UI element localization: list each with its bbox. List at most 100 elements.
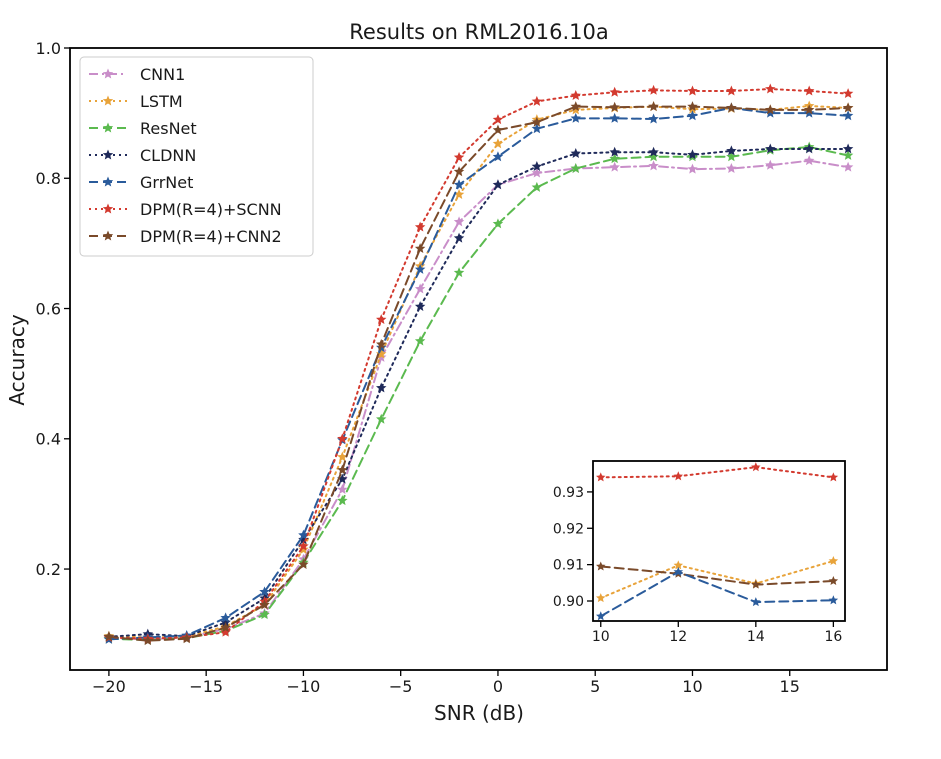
data-point: [687, 110, 698, 121]
data-point: [492, 179, 504, 190]
legend-swatch-marker: [102, 176, 114, 187]
data-point: [570, 148, 581, 158]
data-point: [842, 161, 854, 172]
data-point: [687, 163, 698, 174]
data-point: [220, 616, 231, 627]
x-tick-label: 15: [780, 677, 800, 696]
data-point: [648, 160, 659, 171]
legend-swatch-marker: [102, 149, 114, 160]
data-point: [531, 116, 543, 127]
x-tick-label: −10: [287, 677, 321, 696]
data-point: [453, 151, 465, 162]
data-point: [453, 189, 465, 199]
inset-x-tick-label: 14: [747, 629, 765, 645]
inset-data-point: [828, 595, 839, 605]
y-tick-label: 0.8: [36, 169, 61, 188]
data-point: [259, 609, 270, 620]
data-point: [414, 335, 426, 346]
data-point: [570, 104, 581, 115]
data-point: [531, 161, 543, 171]
legend-swatch-marker: [102, 95, 114, 106]
data-point: [414, 301, 426, 312]
inset-plot: 10 12 14 16 0.90 0.91 0.92 0.93: [553, 460, 846, 645]
legend-label: CLDNN: [140, 146, 196, 165]
data-point: [531, 95, 543, 106]
legend-entry: CNN1: [89, 65, 185, 84]
series-line: [107, 106, 850, 641]
data-point: [648, 113, 659, 124]
data-point: [687, 149, 698, 160]
x-tick-label: −5: [389, 677, 413, 696]
data-point: [492, 151, 504, 162]
x-tick-label: −20: [92, 677, 126, 696]
data-point: [337, 495, 348, 506]
data-point: [298, 529, 309, 540]
series-line: [107, 147, 850, 638]
data-point: [609, 153, 620, 164]
inset-data-point: [596, 561, 606, 571]
data-point: [298, 534, 309, 545]
legend-label: DPM(R=4)+SCNN: [140, 200, 282, 219]
legend-label: GrrNet: [140, 173, 193, 192]
data-point: [531, 181, 543, 192]
inset-y-tick-label: 0.92: [553, 521, 584, 537]
inset-plot-area: [593, 461, 845, 621]
data-point: [531, 123, 543, 134]
data-point: [609, 101, 620, 112]
data-point: [414, 221, 426, 232]
legend-entry: DPM(R=4)+CNN2: [89, 227, 282, 246]
inset-data-point: [673, 471, 684, 481]
inset-data-point: [751, 462, 761, 472]
inset-data-point: [596, 611, 606, 621]
inset-x-tick-label: 10: [592, 629, 610, 645]
data-point: [726, 151, 737, 162]
legend-swatch-marker: [102, 203, 114, 214]
legend-label: DPM(R=4)+CNN2: [140, 227, 282, 246]
legend-box: [79, 56, 314, 257]
data-point: [648, 151, 659, 162]
data-point: [376, 338, 387, 349]
inset-y-tick-label: 0.93: [553, 485, 584, 501]
data-point: [726, 102, 737, 113]
data-point: [570, 101, 581, 112]
series-line: [107, 145, 850, 642]
inset-series-line: [599, 560, 835, 600]
data-point: [570, 162, 581, 173]
data-point: [803, 104, 815, 115]
inset-x-tick-label: 16: [824, 629, 842, 645]
y-tick-label: 0.6: [36, 299, 61, 318]
legend-entry: LSTM: [89, 92, 183, 111]
x-tick-label: 0: [493, 677, 503, 696]
data-point: [453, 179, 465, 190]
data-point: [609, 112, 620, 123]
data-point: [298, 558, 309, 569]
data-point: [765, 143, 776, 154]
data-point: [453, 216, 465, 227]
inset-data-point: [596, 472, 606, 482]
legend-entry: GrrNet: [89, 173, 193, 192]
data-point: [376, 382, 387, 393]
data-point: [687, 101, 698, 112]
data-point: [337, 484, 348, 495]
y-tick-label: 0.2: [36, 560, 61, 579]
series-line: [107, 105, 850, 642]
data-point: [103, 631, 115, 642]
inset-series-line: [599, 565, 835, 586]
inset-plot-frame: [592, 460, 846, 622]
inset-series-0: [596, 462, 839, 482]
data-point: [609, 86, 620, 97]
inset-data-point: [751, 579, 761, 589]
series-6: [103, 101, 854, 646]
data-point: [765, 159, 776, 170]
data-point: [453, 267, 465, 278]
data-point: [765, 104, 776, 115]
series-line: [107, 159, 850, 641]
inset-series-3: [596, 566, 839, 621]
data-point: [259, 599, 270, 610]
data-point: [453, 232, 465, 243]
series-line: [107, 88, 850, 640]
inset-data-point: [828, 472, 839, 482]
data-point: [609, 146, 620, 157]
data-point: [337, 433, 348, 444]
